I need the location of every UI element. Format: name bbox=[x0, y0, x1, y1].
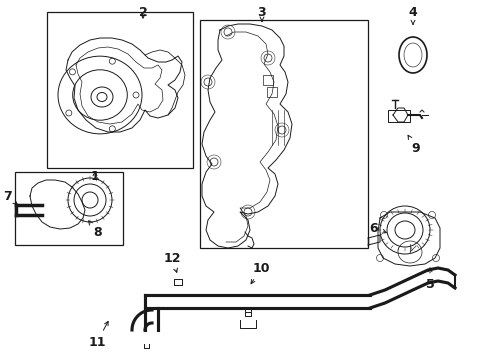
Text: 12: 12 bbox=[163, 252, 181, 272]
Bar bbox=[263, 75, 272, 85]
Text: 11: 11 bbox=[88, 321, 108, 348]
Text: 3: 3 bbox=[257, 5, 266, 21]
Bar bbox=[266, 87, 276, 97]
Bar bbox=[47, 12, 193, 168]
Text: 7: 7 bbox=[2, 189, 17, 204]
Text: 4: 4 bbox=[408, 5, 417, 24]
Bar bbox=[15, 172, 123, 245]
Text: 1: 1 bbox=[90, 170, 99, 183]
Text: 2: 2 bbox=[138, 6, 147, 19]
Text: 9: 9 bbox=[407, 135, 420, 154]
Text: 6: 6 bbox=[369, 221, 386, 234]
Text: 8: 8 bbox=[88, 221, 102, 239]
Bar bbox=[387, 110, 409, 122]
Bar bbox=[200, 20, 367, 248]
Text: 5: 5 bbox=[425, 268, 433, 292]
Text: 10: 10 bbox=[250, 261, 269, 284]
